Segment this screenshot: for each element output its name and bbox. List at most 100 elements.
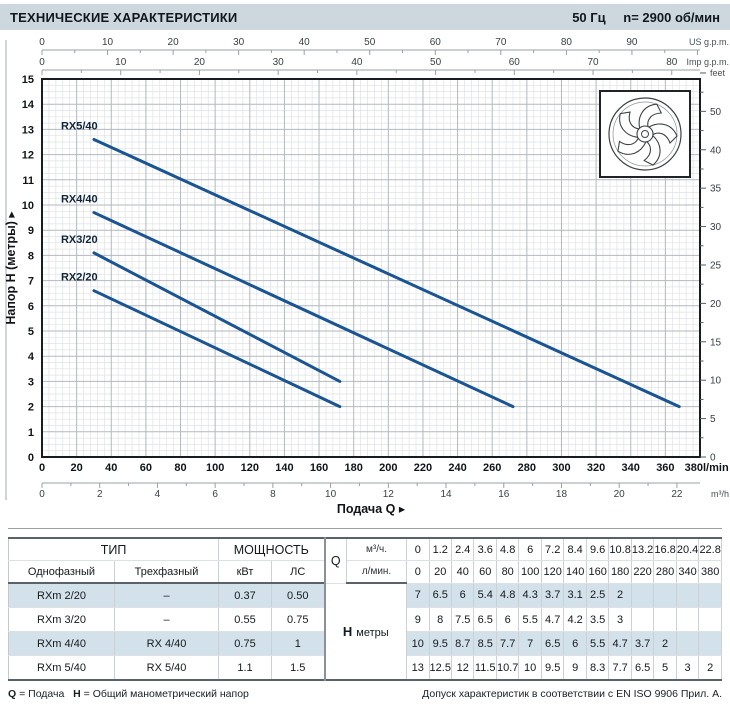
curve-RX2/20 (92, 289, 342, 409)
x-axis-title: Подача Q ▸ (337, 502, 406, 516)
q-lmin-value: 340 (676, 560, 700, 584)
head-value: 7.5 (451, 607, 475, 632)
head-m-tick: 10 (22, 200, 34, 212)
q-m3h-value: 6 (518, 538, 542, 561)
head-value: 9.5 (541, 655, 565, 681)
q-lmin-value: 220 (631, 560, 655, 584)
col-header-hp: ЛС (271, 560, 326, 584)
q-m3h-value: 3.6 (473, 538, 497, 561)
head-value: 3 (608, 607, 632, 632)
imp-gpm-axis-label: Imp g.p.m. (686, 57, 729, 67)
m3h-axis-label: m³/h (711, 489, 729, 499)
lmin-tick: 80 (174, 462, 186, 474)
head-value: 5.5 (586, 631, 610, 656)
head-value: 9 (406, 607, 430, 632)
head-value (653, 607, 677, 632)
imp-gpm-tick: 10 (115, 57, 127, 68)
curve-label-RX4/40: RX4/40 (61, 194, 98, 206)
head-m-tick: 3 (28, 376, 34, 388)
head-value: 5 (653, 655, 677, 681)
pump-three-phase: – (114, 607, 220, 632)
head-value: 6.5 (541, 631, 565, 656)
feet-tick: 50 (710, 107, 722, 118)
head-m-tick: 11 (22, 175, 34, 187)
lmin-tick: 260 (483, 462, 501, 474)
power-kw: 0.75 (218, 631, 273, 656)
q-m3h-value: 4.8 (496, 538, 520, 561)
m3h-tick: 18 (556, 489, 568, 500)
y-axis-title: Напор H (метры) ▸ (4, 211, 18, 325)
q-lmin-value: 80 (496, 560, 520, 584)
power-kw: 0.37 (218, 583, 273, 608)
head-value: 2 (608, 583, 632, 608)
lmin-tick: 180 (345, 462, 363, 474)
unit-m3h: м³/ч. (346, 538, 408, 561)
lmin-tick: 340 (622, 462, 640, 474)
footnote-left: Q = Подача H = Общий манометрический нап… (8, 688, 249, 700)
imp-gpm-tick: 0 (39, 57, 45, 68)
us-gpm-tick: 10 (102, 37, 114, 48)
footnote-q-def: = Подача (19, 688, 65, 700)
header-bar: ТЕХНИЧЕСКИЕ ХАРАКТЕРИСТИКИ 50 Гц n= 2900… (0, 4, 730, 30)
pump-three-phase: – (114, 583, 220, 608)
table-row: RXm 5/40 RX 5/40 1.1 1.5 13 12.5 12 11.5 10.7 10 9… (8, 655, 722, 681)
head-value: 8 (429, 607, 452, 632)
footnote-h: H (73, 688, 81, 700)
table-row: RXm 3/20–0.55 0.75 9 8 7.5 6.5 6 5.5 4.7 4.2 3.5 3 (8, 607, 722, 632)
imp-gpm-tick: 20 (194, 57, 206, 68)
head-value: 11.5 (473, 655, 497, 681)
col-header-type: ТИП (8, 538, 220, 561)
head-value: 8.7 (451, 631, 475, 656)
head-value: 6.5 (631, 655, 655, 681)
head-value: 7 (518, 631, 542, 656)
head-value: 3.1 (563, 583, 587, 608)
h-label: H (342, 624, 353, 639)
feet-tick: 35 (710, 184, 722, 195)
curve-label-RX2/20: RX2/20 (61, 272, 98, 284)
q-lmin-value: 140 (563, 560, 587, 584)
head-value: 10.7 (496, 655, 520, 681)
us-gpm-tick: 60 (430, 37, 442, 48)
imp-gpm-tick: 70 (587, 57, 599, 68)
head-value: 3 (676, 655, 700, 681)
feet-tick: 25 (710, 260, 722, 271)
footnote-right: Допуск характеристик в соответствии с EN… (422, 688, 722, 700)
q-lmin-value: 380 (698, 560, 722, 584)
lmin-tick: 380 (685, 462, 703, 474)
head-value: 8.5 (473, 631, 497, 656)
us-gpm-tick: 0 (39, 37, 45, 48)
head-value: 13 (406, 655, 430, 681)
plot-border (41, 78, 701, 458)
head-value: 9.5 (429, 631, 452, 656)
us-gpm-tick: 80 (561, 37, 573, 48)
power-kw: 1.1 (218, 655, 273, 681)
head-m-tick: 14 (22, 99, 35, 111)
head-value: 6 (496, 607, 520, 632)
feet-tick: 0 (710, 453, 716, 464)
page-title: ТЕХНИЧЕСКИЕ ХАРАКТЕРИСТИКИ (10, 9, 238, 25)
head-value: 6 (563, 631, 587, 656)
lmin-tick: 300 (552, 462, 570, 474)
feet-tick: 30 (710, 222, 722, 233)
head-value: 3.7 (631, 631, 655, 656)
m3h-tick: 20 (614, 489, 626, 500)
footnote-q: Q (8, 688, 17, 700)
head-value: 4.8 (496, 583, 520, 608)
m3h-tick: 10 (325, 489, 337, 500)
head-value: 9 (563, 655, 587, 681)
speed-label: n= 2900 об/мин (623, 9, 720, 25)
feet-tick: 5 (710, 414, 716, 425)
impeller-icon (608, 97, 682, 171)
feet-axis-label: feet (710, 68, 726, 78)
m3h-tick: 22 (671, 489, 683, 500)
q-m3h-value: 1.2 (429, 538, 452, 561)
head-value: 4.3 (518, 583, 542, 608)
head-m-tick: 8 (28, 250, 34, 262)
head-value: 4.7 (541, 607, 565, 632)
us-gpm-tick: 20 (168, 37, 180, 48)
pump-single-phase: RXm 5/40 (8, 655, 115, 681)
pump-three-phase: RX 4/40 (114, 631, 220, 656)
